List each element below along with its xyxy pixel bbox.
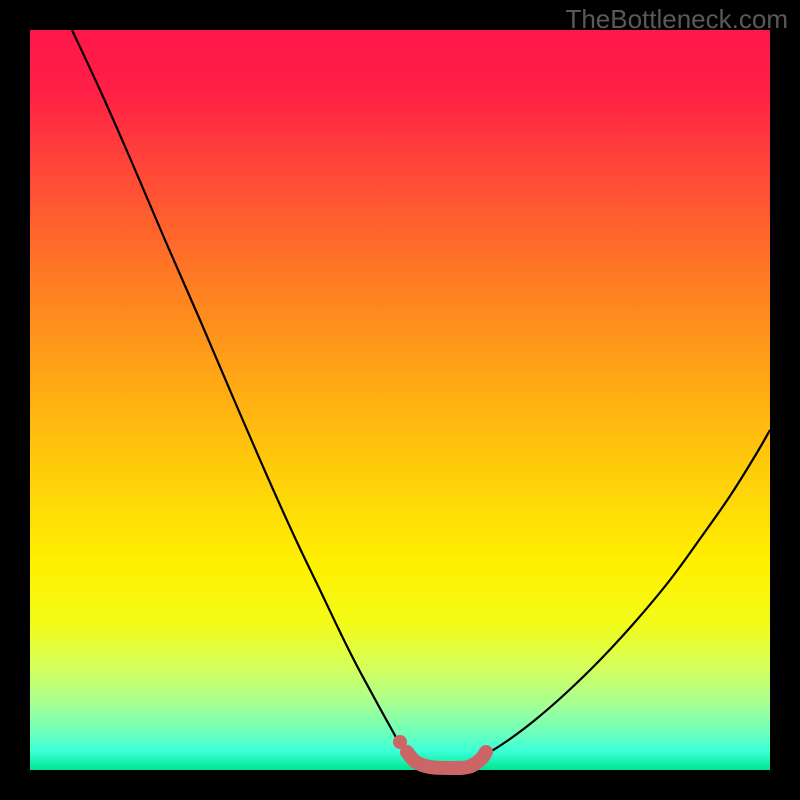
bottom-marker-path bbox=[407, 752, 486, 768]
chart-curves-layer bbox=[30, 30, 770, 770]
curve-right bbox=[478, 430, 770, 758]
plot-area bbox=[30, 30, 770, 770]
watermark-text: TheBottleneck.com bbox=[565, 4, 788, 35]
curve-left bbox=[72, 30, 398, 741]
chart-outer-frame: TheBottleneck.com bbox=[0, 0, 800, 800]
